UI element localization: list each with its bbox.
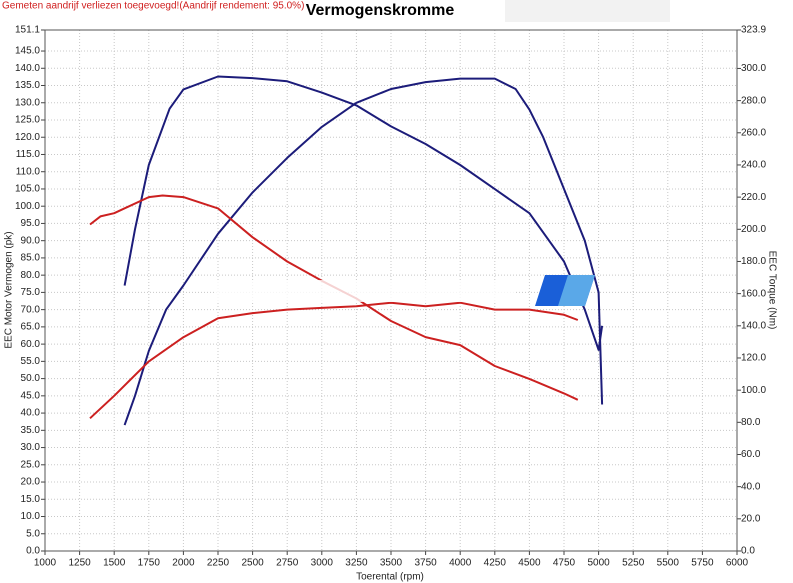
y-tick-label: 140.0 [15,63,40,74]
y2-tick-label: 40.0 [741,481,761,492]
y-tick-label: 55.0 [21,356,41,367]
series-line [123,77,604,426]
y2-tick-label: 60.0 [741,449,761,460]
y-tick-label: 70.0 [21,304,41,315]
y2-tick-label: 200.0 [741,224,766,235]
y-tick-label: 145.0 [15,46,40,57]
y2-tick-label: 260.0 [741,127,766,138]
y-tick-label: 115.0 [16,149,41,160]
y2-axis-label: EEC Torque (Nm) [766,251,777,330]
y-tick-label: 65.0 [21,322,41,333]
x-tick-label: 2000 [172,558,195,569]
x-tick-label: 1250 [68,558,91,569]
x-tick-label: 1500 [103,558,126,569]
x-tick-label: 1000 [34,558,57,569]
y-tick-label: 25.0 [21,459,41,470]
y-tick-label: 100.0 [15,201,40,212]
x-tick-label: 4250 [484,558,507,569]
y-tick-label: 85.0 [21,253,41,264]
y-tick-label: 40.0 [21,408,41,419]
x-tick-label: 5500 [657,558,680,569]
x-tick-label: 6000 [726,558,749,569]
x-tick-label: 5750 [691,558,714,569]
y-tick-label: 30.0 [21,442,41,453]
series-line [89,301,579,420]
x-tick-label: 4750 [553,558,576,569]
y-tick-label: 120.0 [15,132,40,143]
x-tick-label: 2250 [207,558,230,569]
y2-tick-label: 323.9 [741,25,766,36]
y2-tick-label: 160.0 [741,288,766,299]
y-tick-label: 110.0 [16,166,41,177]
y2-tick-label: 140.0 [741,320,766,331]
y-tick-label: 60.0 [21,339,41,350]
y2-tick-label: 180.0 [741,256,766,267]
y-tick-label: 130.0 [15,97,40,108]
x-axis-label: Toerental (rpm) [356,572,424,583]
y-tick-label: 125.0 [15,115,40,126]
y-axis-label: EEC Motor Vermogen (pk) [4,231,15,348]
y-tick-label: 5.0 [26,528,40,539]
y-tick-label: 15.0 [21,494,41,505]
y-tick-label: 45.0 [21,390,41,401]
x-tick-label: 5000 [587,558,610,569]
y2-tick-label: 20.0 [741,513,761,524]
subtitle: Gemeten aandrijf verliezen toegevoegd!(A… [2,1,304,12]
y2-tick-label: 80.0 [741,417,761,428]
y2-tick-label: 120.0 [741,353,766,364]
watermark-band [215,280,515,302]
plot-border [44,29,738,552]
y-tick-label: 90.0 [21,235,41,246]
y-tick-label: 50.0 [21,373,41,384]
y-tick-label: 0.0 [26,546,40,557]
x-tick-label: 3250 [345,558,368,569]
y2-tick-label: 240.0 [741,160,766,171]
x-tick-label: 1750 [138,558,161,569]
header-box [505,0,670,22]
x-tick-label: 3750 [414,558,437,569]
y-tick-label: 20.0 [21,477,41,488]
x-tick-label: 4500 [518,558,541,569]
y-tick-label: 151.1 [15,25,40,36]
series-line [89,194,579,401]
logo-stripe [558,275,595,306]
x-tick-label: 4000 [449,558,472,569]
y-tick-label: 35.0 [21,425,41,436]
x-tick-label: 3500 [380,558,403,569]
y-tick-label: 75.0 [21,287,41,298]
y2-tick-label: 300.0 [741,63,766,74]
x-tick-label: 2750 [276,558,299,569]
chart-title: Vermogenskromme [306,2,455,19]
y2-tick-label: 100.0 [741,385,766,396]
y2-tick-label: 220.0 [741,192,766,203]
y-tick-label: 80.0 [21,270,41,281]
x-tick-label: 3000 [311,558,334,569]
y-tick-label: 95.0 [21,218,41,229]
y-tick-label: 135.0 [15,80,40,91]
y2-tick-label: 280.0 [741,95,766,106]
x-tick-label: 5250 [622,558,645,569]
x-tick-label: 2500 [241,558,264,569]
series-line [123,75,604,351]
y-tick-label: 105.0 [15,184,40,195]
y2-tick-label: 0.0 [741,546,755,557]
y-tick-label: 10.0 [21,511,41,522]
